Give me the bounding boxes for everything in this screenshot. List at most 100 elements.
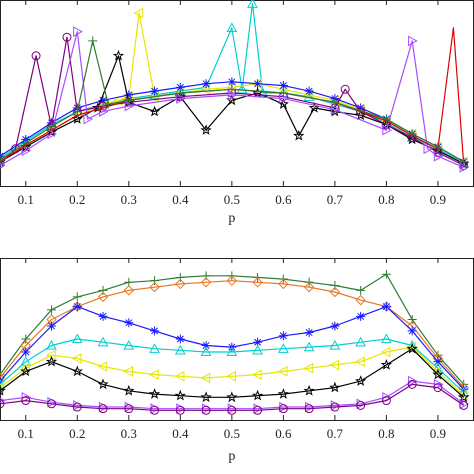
data-point (175, 88, 185, 98)
data-point (381, 333, 392, 344)
data-point (226, 391, 238, 403)
series-5 (0, 342, 470, 403)
series-3 (0, 49, 470, 169)
data-point (98, 106, 109, 117)
data-point (253, 79, 263, 89)
data-point (226, 370, 236, 382)
data-point (21, 396, 31, 406)
data-point (174, 389, 186, 401)
data-point (174, 344, 186, 355)
data-point (406, 342, 418, 354)
data-point (72, 402, 82, 412)
data-point (407, 315, 417, 325)
data-point (200, 372, 211, 384)
series-7 (0, 379, 469, 415)
data-point (46, 339, 57, 350)
data-point (356, 400, 366, 410)
data-point (0, 155, 5, 165)
x-tick-label: 0.6 (275, 192, 292, 207)
data-point (200, 346, 212, 357)
series-1 (0, 7, 468, 168)
x-axis-label: p (228, 211, 235, 226)
data-point (103, 99, 113, 109)
data-point (83, 113, 94, 125)
data-point (277, 366, 288, 377)
data-point (98, 95, 108, 105)
data-point (200, 277, 212, 288)
data-point (72, 107, 82, 117)
series-line (0, 55, 464, 165)
data-point (133, 7, 144, 19)
data-point (355, 336, 367, 347)
data-point (304, 404, 314, 414)
data-point (0, 152, 6, 163)
data-point (123, 339, 135, 350)
data-point (47, 128, 58, 140)
data-point (201, 340, 211, 350)
data-point (149, 343, 160, 353)
data-point (112, 49, 125, 61)
data-point (124, 95, 134, 105)
data-point (200, 124, 212, 135)
data-point (252, 344, 263, 355)
data-point (407, 379, 417, 389)
data-point (278, 343, 289, 353)
data-point (227, 405, 237, 415)
bottom-panel: 0.1 0.2 0.3 0.4 0.5 0.6 0.7 0.8 0.9 p (0, 258, 474, 464)
data-point (407, 129, 417, 139)
data-point (98, 404, 108, 414)
data-point (0, 397, 6, 404)
data-point (433, 383, 443, 393)
x-tick-label: 0.9 (430, 426, 446, 441)
series-6 (0, 375, 470, 415)
data-point (433, 142, 443, 152)
data-point (150, 86, 160, 96)
x-tick-label: 0.1 (18, 192, 34, 207)
x-tick-label: 0.6 (275, 426, 292, 441)
data-point (21, 391, 32, 403)
data-point (304, 328, 314, 338)
data-point (253, 405, 263, 415)
series-line (0, 31, 464, 168)
data-point (149, 369, 159, 380)
data-point (45, 355, 58, 367)
data-point (408, 375, 418, 387)
data-point (73, 26, 83, 37)
x-tick-label: 0.2 (69, 192, 85, 207)
data-point (329, 339, 341, 350)
data-point (31, 51, 41, 61)
data-point (355, 356, 365, 368)
data-point (124, 90, 134, 100)
data-point (47, 121, 57, 131)
data-point (98, 101, 108, 111)
x-tick-label: 0.7 (327, 192, 344, 207)
series-line (0, 348, 465, 398)
series-3 (0, 333, 470, 397)
x-tick-label: 0.1 (18, 426, 34, 441)
data-point (382, 391, 392, 403)
data-point (226, 275, 238, 286)
data-point (72, 302, 82, 312)
data-point (330, 281, 340, 291)
data-point (47, 399, 57, 409)
data-point (303, 384, 315, 396)
data-point (459, 157, 469, 167)
data-point (149, 89, 160, 99)
data-point (174, 370, 185, 382)
data-point (71, 353, 82, 364)
data-point (97, 378, 109, 390)
data-point (21, 334, 31, 344)
data-point (278, 404, 288, 414)
data-point (124, 404, 134, 414)
data-point (252, 369, 262, 380)
series-line (0, 346, 465, 397)
top-panel: 0.1 0.2 0.3 0.4 0.5 0.6 0.7 0.8 0.9 p (0, 0, 474, 226)
data-point (433, 379, 444, 390)
data-point (150, 326, 160, 336)
data-point (330, 321, 340, 331)
data-point (278, 331, 288, 341)
data-point (20, 362, 30, 374)
data-point (88, 36, 98, 46)
data-point (355, 375, 367, 387)
data-point (252, 277, 263, 288)
